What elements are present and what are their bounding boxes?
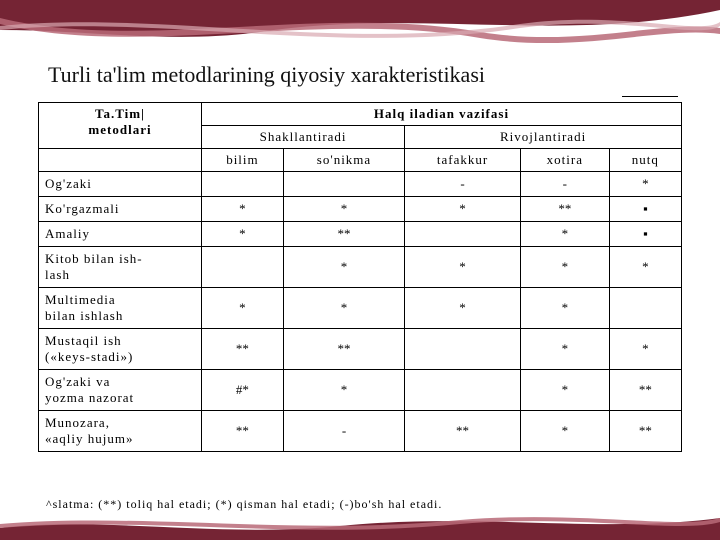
- cell: -: [520, 172, 609, 197]
- row-label: Mustaqil ish(«keys-stadi»): [39, 329, 202, 370]
- cell: *: [520, 288, 609, 329]
- cell: *: [283, 197, 404, 222]
- table-row: Ko'rgazmali*****▪: [39, 197, 682, 222]
- row-label: Ko'rgazmali: [39, 197, 202, 222]
- cell: *: [283, 288, 404, 329]
- cell: #*: [202, 370, 284, 411]
- table-body: Og'zaki--*Ko'rgazmali*****▪Amaliy****▪Ki…: [39, 172, 682, 452]
- cell: [405, 370, 521, 411]
- cell: *: [609, 247, 681, 288]
- table-row: Og'zaki--*: [39, 172, 682, 197]
- sub-header-4: xotira: [520, 149, 609, 172]
- cell: **: [283, 329, 404, 370]
- cell: *: [520, 329, 609, 370]
- slide: Turli ta'lim metodlarining qiyosiy xarak…: [0, 0, 720, 540]
- table-row: Kitob bilan ish-lash****: [39, 247, 682, 288]
- cell: -: [405, 172, 521, 197]
- row-label: Og'zaki: [39, 172, 202, 197]
- cell: *: [405, 247, 521, 288]
- col0-header-line2: metodlari: [88, 122, 151, 137]
- cell: [405, 222, 521, 247]
- cell: [202, 172, 284, 197]
- cell: *: [283, 370, 404, 411]
- cell: *: [405, 288, 521, 329]
- cell: ▪: [609, 197, 681, 222]
- cell: *: [520, 247, 609, 288]
- group-header-1: Shakllantiradi: [202, 126, 405, 149]
- sub-header-3: tafakkur: [405, 149, 521, 172]
- cell: **: [520, 197, 609, 222]
- cell: *: [609, 172, 681, 197]
- cell: **: [405, 411, 521, 452]
- table: Ta.Tim| metodlari Halq iladian vazifasi …: [38, 102, 682, 452]
- row-label: Munozara,«aqliy hujum»: [39, 411, 202, 452]
- cell: [405, 329, 521, 370]
- cell: ▪: [609, 222, 681, 247]
- footnote: ^slatma: (**) toliq hal etadi; (*) qisma…: [46, 497, 442, 512]
- cell: *: [405, 197, 521, 222]
- table-row: Amaliy****▪: [39, 222, 682, 247]
- cell: **: [202, 329, 284, 370]
- page-title: Turli ta'lim metodlarining qiyosiy xarak…: [48, 62, 485, 88]
- sub-header-2: so'nikma: [283, 149, 404, 172]
- cell: *: [520, 411, 609, 452]
- cell: *: [520, 370, 609, 411]
- row-label: Amaliy: [39, 222, 202, 247]
- row-label: Og'zaki vayozma nazorat: [39, 370, 202, 411]
- cell: **: [283, 222, 404, 247]
- top-header: Halq iladian vazifasi: [202, 103, 682, 126]
- table-row: Multimediabilan ishlash****: [39, 288, 682, 329]
- cell: *: [202, 222, 284, 247]
- sub-header-spacer: [39, 149, 202, 172]
- col0-header-line1: Ta.Tim|: [95, 106, 145, 121]
- comparison-table: Ta.Tim| metodlari Halq iladian vazifasi …: [38, 102, 682, 452]
- table-row: Mustaqil ish(«keys-stadi»)******: [39, 329, 682, 370]
- cell: **: [202, 411, 284, 452]
- table-row: Og'zaki vayozma nazorat#*****: [39, 370, 682, 411]
- cell: **: [609, 411, 681, 452]
- cell: *: [283, 247, 404, 288]
- title-underline: [622, 96, 678, 97]
- cell: *: [609, 329, 681, 370]
- cell: -: [283, 411, 404, 452]
- top-ribbon: [0, 0, 720, 60]
- col0-header: Ta.Tim| metodlari: [39, 103, 202, 149]
- cell: *: [520, 222, 609, 247]
- cell: *: [202, 197, 284, 222]
- cell: *: [202, 288, 284, 329]
- sub-header-1: bilim: [202, 149, 284, 172]
- cell: [202, 247, 284, 288]
- table-row: Munozara,«aqliy hujum»**-*****: [39, 411, 682, 452]
- cell: [609, 288, 681, 329]
- sub-header-5: nutq: [609, 149, 681, 172]
- row-label: Multimediabilan ishlash: [39, 288, 202, 329]
- bottom-ribbon: [0, 510, 720, 540]
- row-label: Kitob bilan ish-lash: [39, 247, 202, 288]
- cell: [283, 172, 404, 197]
- cell: **: [609, 370, 681, 411]
- group-header-2: Rivojlantiradi: [405, 126, 682, 149]
